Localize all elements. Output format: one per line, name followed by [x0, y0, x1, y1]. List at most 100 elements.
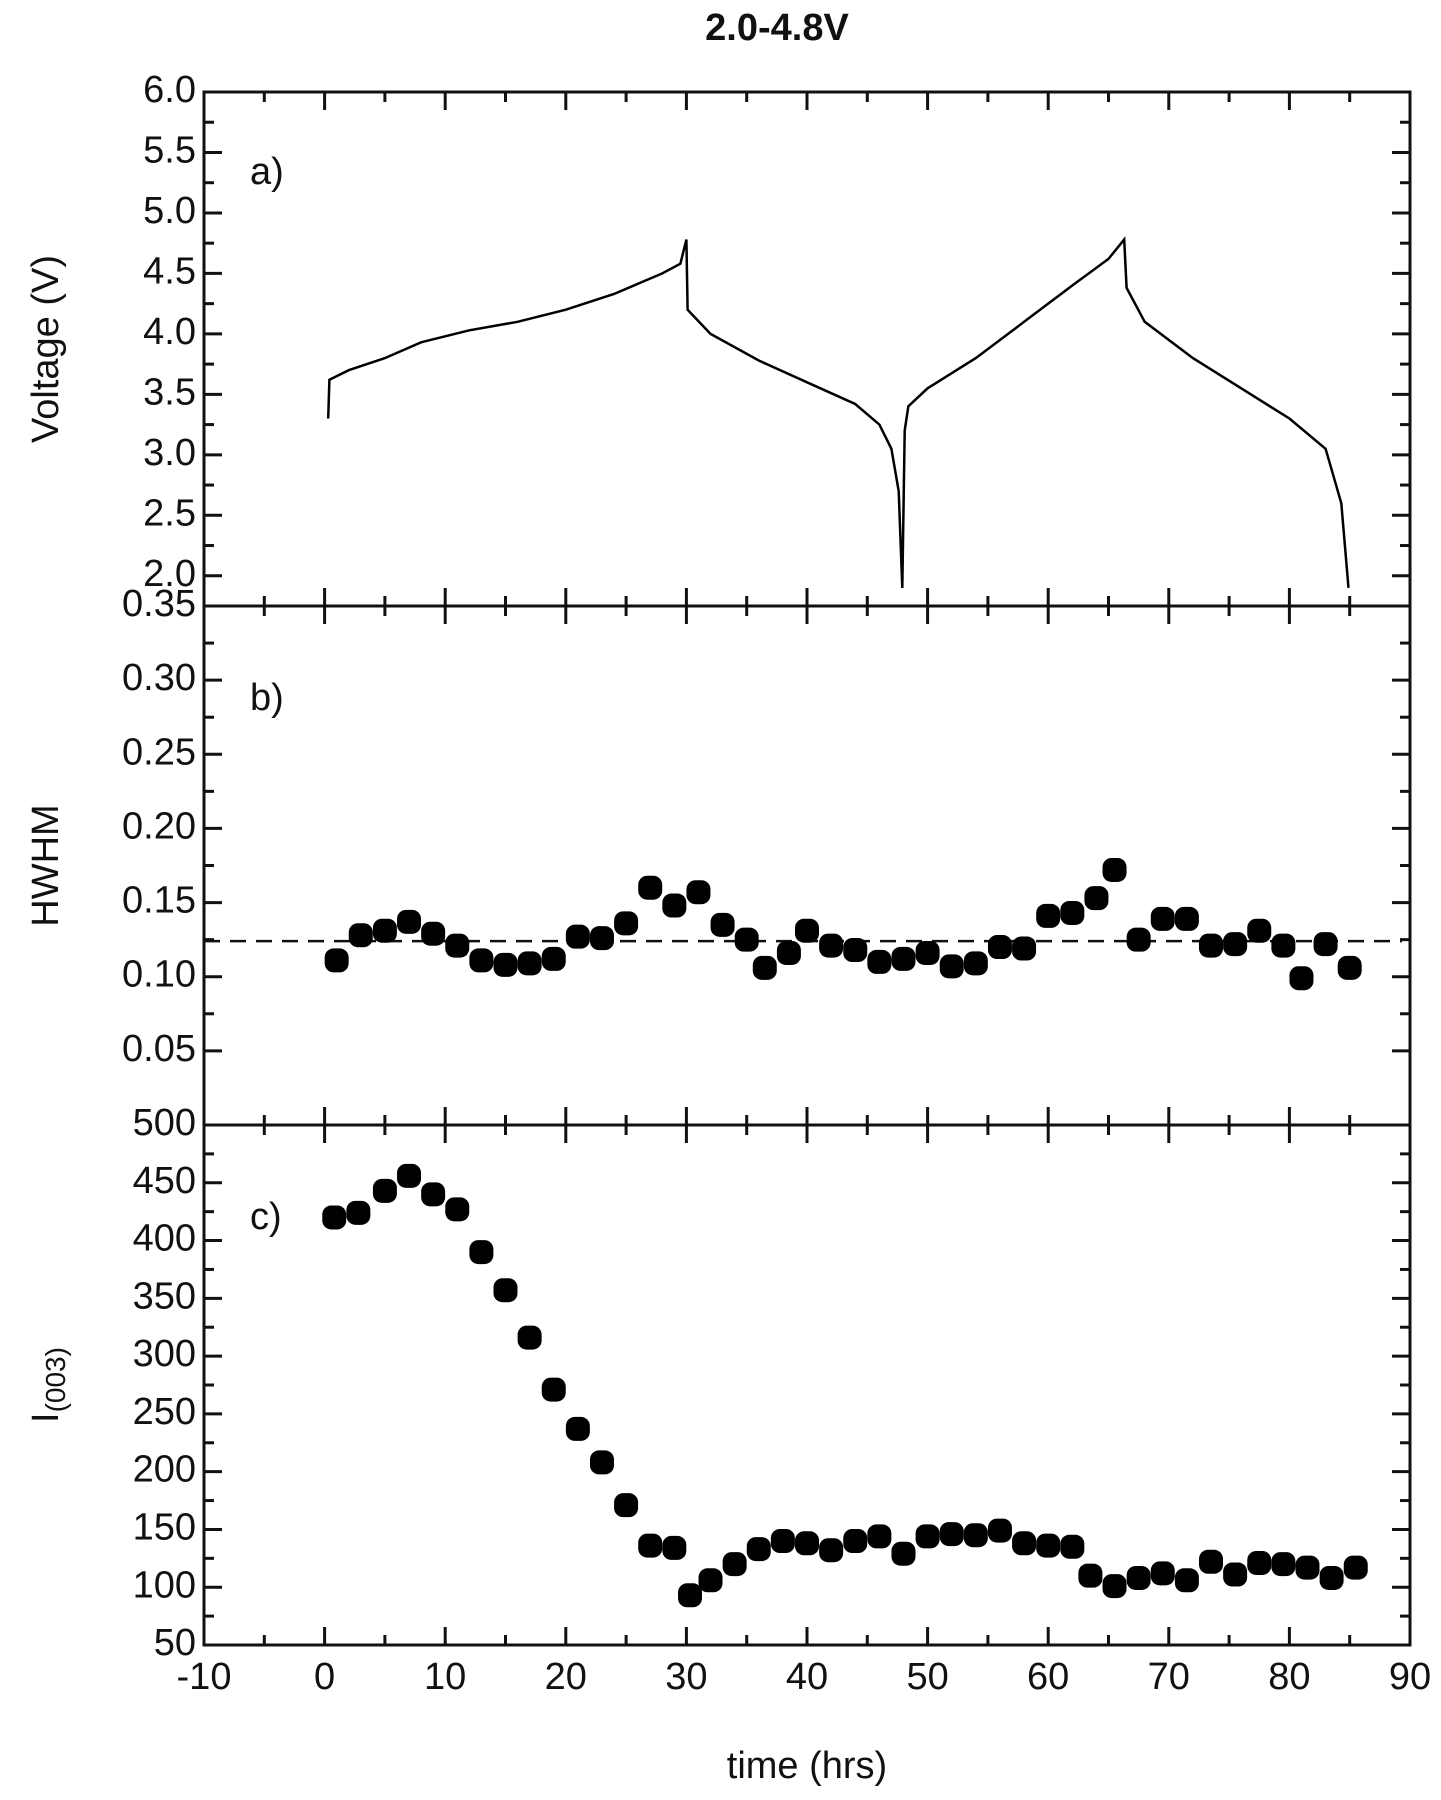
data-point [1343, 1555, 1368, 1580]
data-point [322, 1205, 347, 1230]
data-point [397, 909, 422, 934]
y-tick-label: 0.15 [122, 880, 196, 922]
y-tick-label: 0.10 [122, 954, 196, 996]
data-point [565, 1416, 590, 1441]
data-point [469, 948, 494, 973]
data-point [421, 1182, 446, 1207]
y-axis-label-text: Voltage (V) [25, 255, 67, 443]
data-point [819, 1538, 844, 1563]
y-tick-label: 150 [133, 1506, 196, 1548]
y-axis-label-text: I [25, 1412, 67, 1423]
data-point [638, 875, 663, 900]
x-tick-label: 0 [314, 1656, 335, 1698]
chart-title: 2.0-4.8V [705, 7, 849, 49]
data-point [1247, 918, 1272, 943]
x-tick-label: 20 [545, 1656, 587, 1698]
x-tick-label: 10 [424, 1656, 466, 1698]
data-point [541, 1377, 566, 1402]
data-point [915, 940, 940, 965]
y-tick-label: 450 [133, 1160, 196, 1202]
data-point [963, 951, 988, 976]
data-point [1126, 927, 1151, 952]
data-point [372, 918, 397, 943]
panel-label: a) [250, 151, 284, 193]
panel-label: b) [250, 677, 284, 719]
x-tick-label: 60 [1027, 1656, 1069, 1698]
data-point [1078, 1563, 1103, 1588]
data-point [445, 1197, 470, 1222]
data-point [1012, 1531, 1037, 1556]
y-tick-label: 300 [133, 1333, 196, 1375]
data-point [565, 924, 590, 949]
data-point [686, 880, 711, 905]
y-tick-label: 5.0 [143, 190, 196, 232]
data-point [348, 923, 373, 948]
y-axis-label: HWHM [25, 804, 67, 926]
data-point [493, 952, 518, 977]
data-point [734, 927, 759, 952]
data-point [1012, 936, 1037, 961]
data-point [939, 954, 964, 979]
data-point [795, 1531, 819, 1556]
data-point [1174, 906, 1199, 931]
data-point [1150, 906, 1175, 931]
data-point [638, 1533, 663, 1558]
y-tick-label: 0.35 [122, 583, 196, 625]
data-point [1060, 1534, 1085, 1559]
y-tick-label: 3.5 [143, 371, 196, 413]
data-point [1271, 933, 1296, 958]
data-point [614, 1493, 639, 1518]
x-tick-label: 70 [1148, 1656, 1190, 1698]
y-axis-label-text: HWHM [25, 804, 67, 926]
data-point [1060, 900, 1085, 925]
y-tick-label: 50 [154, 1622, 196, 1664]
data-point [1126, 1565, 1151, 1590]
data-point [1223, 1562, 1248, 1587]
y-tick-label: 2.5 [143, 492, 196, 534]
y-tick-label: 0.30 [122, 657, 196, 699]
panel-label: c) [250, 1196, 282, 1238]
data-point [469, 1240, 494, 1265]
data-point [589, 1450, 614, 1475]
data-point [819, 933, 844, 958]
y-tick-label: 5.5 [143, 130, 196, 172]
data-point [939, 1522, 964, 1547]
data-point [517, 1325, 542, 1350]
data-point [614, 911, 639, 936]
data-point [843, 938, 868, 963]
data-point [795, 918, 819, 943]
y-tick-label: 350 [133, 1275, 196, 1317]
data-point [662, 893, 687, 918]
x-tick-label: 90 [1389, 1656, 1431, 1698]
x-tick-label: 40 [786, 1656, 828, 1698]
data-point [1271, 1552, 1296, 1577]
y-axis-label: Voltage (V) [25, 255, 67, 443]
y-tick-label: 4.5 [143, 250, 196, 292]
x-tick-label: 50 [906, 1656, 948, 1698]
data-point [324, 948, 349, 973]
data-point [776, 940, 801, 965]
data-point [1174, 1568, 1199, 1593]
y-tick-label: 6.0 [143, 69, 196, 111]
data-point [1150, 1561, 1175, 1586]
y-tick-label: 4.0 [143, 311, 196, 353]
data-point [1199, 933, 1224, 958]
data-point [710, 912, 735, 937]
data-point [421, 921, 446, 946]
plot-frame [202, 90, 1412, 608]
data-point [843, 1529, 868, 1553]
data-point [867, 949, 892, 974]
plot-frame [202, 604, 1412, 1127]
y-tick-label: 400 [133, 1218, 196, 1260]
data-point [541, 946, 566, 971]
data-point [589, 926, 614, 951]
y-tick-label: 250 [133, 1391, 196, 1433]
data-point [445, 933, 470, 958]
y-axis-label-subscript: (003) [40, 1347, 71, 1412]
x-axis-label: time (hrs) [727, 1745, 887, 1787]
data-point [891, 1541, 916, 1566]
data-point [662, 1535, 687, 1560]
y-tick-label: 3.0 [143, 432, 196, 474]
data-point [397, 1163, 422, 1188]
